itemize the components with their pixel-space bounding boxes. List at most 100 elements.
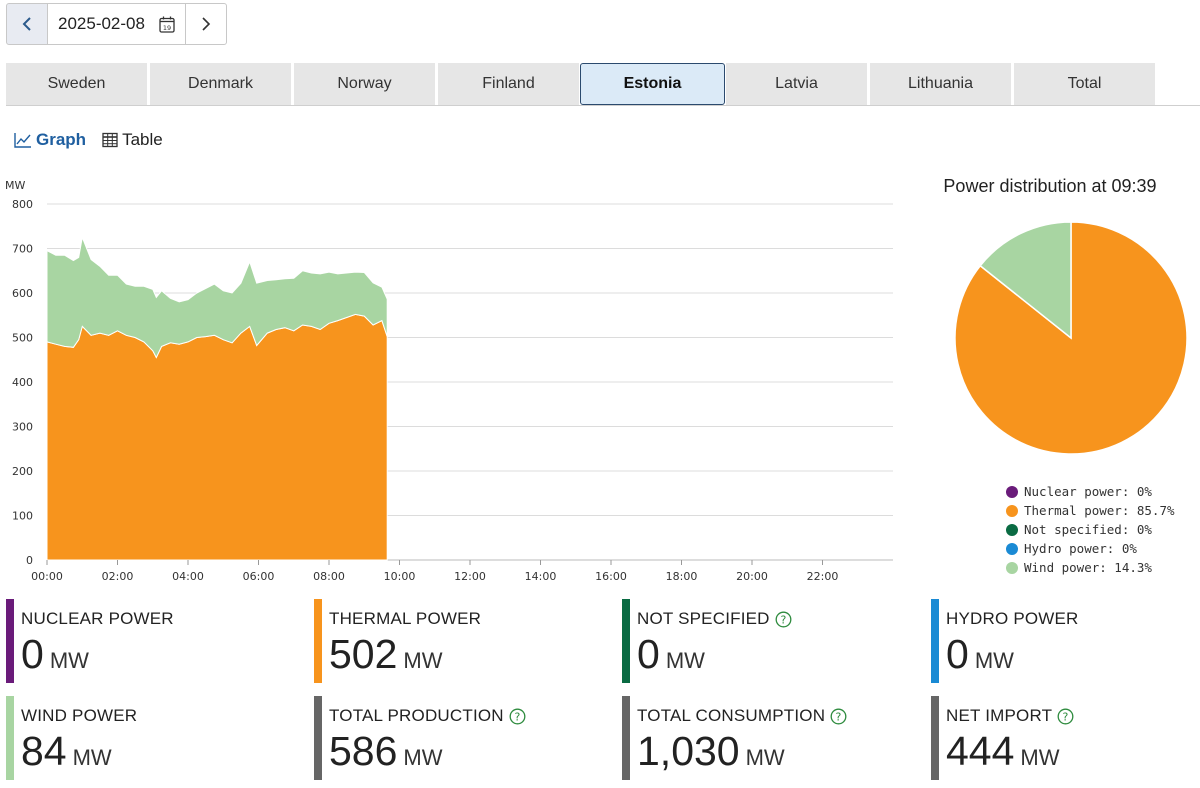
legend-dot (1006, 542, 1018, 555)
y-tick-label: 500 (12, 332, 33, 345)
help-icon[interactable]: ? (775, 611, 792, 628)
x-tick-label: 20:00 (736, 570, 768, 583)
legend-dot (1006, 561, 1018, 574)
y-tick-label: 0 (26, 554, 33, 567)
stat-color-bar (314, 696, 322, 780)
chart-series (46, 235, 388, 561)
legend-dot (1006, 485, 1018, 498)
stat-card-wind: WIND POWER 84 MW (6, 696, 296, 780)
area-series-thermal-power[interactable] (46, 313, 388, 561)
table-view-label: Table (122, 130, 163, 149)
stat-color-bar (622, 696, 630, 780)
x-tick-label: 02:00 (102, 570, 134, 583)
stat-value: 1,030 MW (637, 728, 785, 774)
x-tick-label: 18:00 (666, 570, 698, 583)
country-tabs: Sweden Denmark Norway Finland Estonia La… (6, 63, 1200, 106)
stat-value: 0 MW (21, 631, 89, 677)
y-tick-label: 800 (12, 198, 33, 211)
svg-text:?: ? (1063, 710, 1069, 723)
legend-item-not-specified: Not specified: 0% (1006, 520, 1175, 539)
stat-title: NUCLEAR POWER (21, 609, 174, 628)
date-navigator: 2025-02-08 19 (6, 3, 227, 45)
stat-color-bar (314, 599, 322, 683)
x-tick-label: 16:00 (595, 570, 627, 583)
table-icon (102, 132, 118, 148)
y-axis-unit-label: MW (5, 179, 25, 192)
y-tick-label: 300 (12, 421, 33, 434)
pie-slice[interactable] (979, 221, 1072, 340)
legend-item-thermal: Thermal power: 85.7% (1006, 501, 1175, 520)
x-tick-label: 10:00 (384, 570, 416, 583)
x-tick-label: 00:00 (31, 570, 63, 583)
stat-title: WIND POWER (21, 706, 138, 725)
help-icon[interactable]: ? (830, 708, 847, 725)
x-tick-label: 12:00 (454, 570, 486, 583)
legend-item-hydro: Hydro power: 0% (1006, 539, 1175, 558)
help-icon[interactable]: ? (1057, 708, 1074, 725)
stat-value: 502 MW (329, 631, 443, 677)
area-series-wind-power[interactable] (46, 235, 388, 359)
tab-lithuania[interactable]: Lithuania (870, 63, 1011, 105)
stat-color-bar (931, 599, 939, 683)
y-tick-label: 600 (12, 287, 33, 300)
power-distribution-pie (954, 221, 1188, 455)
stat-color-bar (6, 599, 14, 683)
stat-title: TOTAL CONSUMPTION ? (637, 706, 912, 726)
legend-item-nuclear: Nuclear power: 0% (1006, 482, 1175, 501)
stat-value: 84 MW (21, 728, 112, 774)
tab-denmark[interactable]: Denmark (150, 63, 291, 105)
calendar-icon[interactable]: 19 (159, 16, 175, 33)
tab-latvia[interactable]: Latvia (726, 63, 867, 105)
y-tick-label: 700 (12, 243, 33, 256)
stat-card-net-import: NET IMPORT ? 444 MW (931, 696, 1200, 780)
svg-text:?: ? (514, 710, 520, 723)
svg-text:?: ? (780, 613, 786, 626)
stat-title: NET IMPORT ? (946, 706, 1200, 726)
tab-estonia[interactable]: Estonia (580, 63, 725, 105)
table-view-button[interactable]: Table (102, 130, 163, 150)
svg-text:19: 19 (163, 23, 171, 31)
stat-value: 0 MW (637, 631, 705, 677)
date-picker[interactable]: 2025-02-08 19 (48, 3, 185, 45)
stat-value: 0 MW (946, 631, 1014, 677)
x-tick-label: 04:00 (172, 570, 204, 583)
stat-color-bar (931, 696, 939, 780)
x-tick-label: 08:00 (313, 570, 345, 583)
x-tick-label: 06:00 (243, 570, 275, 583)
stat-value: 586 MW (329, 728, 443, 774)
graph-view-label: Graph (36, 130, 87, 149)
legend-dot (1006, 523, 1018, 536)
next-day-button[interactable] (185, 3, 227, 45)
stat-card-not-specified: NOT SPECIFIED ? 0 MW (622, 599, 912, 683)
stat-card-hydro: HYDRO POWER 0 MW (931, 599, 1200, 683)
pie-legend: Nuclear power: 0% Thermal power: 85.7% N… (1006, 482, 1175, 577)
x-tick-label: 22:00 (807, 570, 839, 583)
tab-finland[interactable]: Finland (438, 63, 579, 105)
tab-sweden[interactable]: Sweden (6, 63, 147, 105)
y-tick-label: 400 (12, 376, 33, 389)
previous-day-button[interactable] (6, 3, 48, 45)
stat-card-nuclear: NUCLEAR POWER 0 MW (6, 599, 296, 683)
stat-color-bar (622, 599, 630, 683)
graph-view-button[interactable]: Graph (14, 130, 86, 150)
y-tick-label: 200 (12, 465, 33, 478)
chevron-right-icon (202, 17, 211, 31)
x-axis: 00:00 02:00 04:00 06:00 08:00 10:00 12:00 14:00… (31, 560, 838, 583)
stat-card-total-production: TOTAL PRODUCTION ? 586 MW (314, 696, 604, 780)
pie-title: Power distribution at 09:39 (943, 176, 1157, 196)
help-icon[interactable]: ? (509, 708, 526, 725)
line-chart-icon (14, 133, 31, 148)
y-tick-label: 100 (12, 510, 33, 523)
tab-total[interactable]: Total (1014, 63, 1155, 105)
legend-item-wind: Wind power: 14.3% (1006, 558, 1175, 577)
x-tick-label: 14:00 (525, 570, 557, 583)
tab-norway[interactable]: Norway (294, 63, 435, 105)
svg-text:?: ? (836, 710, 842, 723)
date-value: 2025-02-08 (58, 14, 145, 33)
stat-title: THERMAL POWER (329, 609, 482, 628)
chevron-left-icon (22, 17, 31, 31)
stat-title: TOTAL PRODUCTION ? (329, 706, 604, 726)
stat-value: 444 MW (946, 728, 1060, 774)
legend-dot (1006, 504, 1018, 517)
